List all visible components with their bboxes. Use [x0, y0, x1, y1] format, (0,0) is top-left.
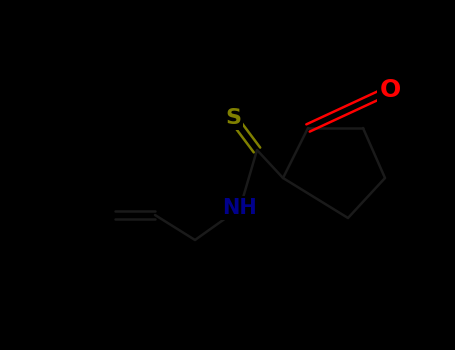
Text: O: O: [379, 78, 400, 102]
Text: S: S: [225, 108, 241, 128]
Text: NH: NH: [222, 198, 258, 218]
